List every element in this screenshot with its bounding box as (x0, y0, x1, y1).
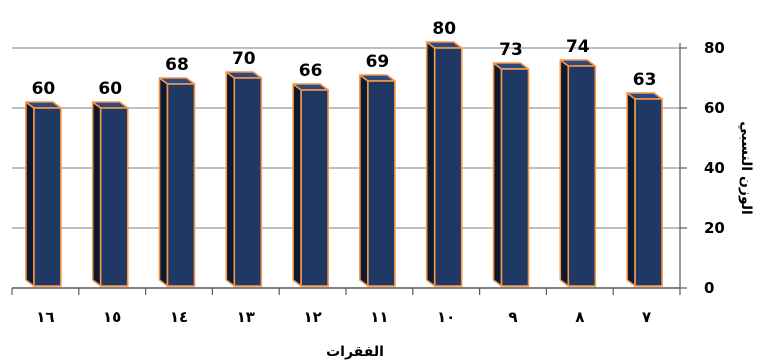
x-tick-label: ٧ (642, 308, 651, 326)
bar-side (359, 74, 369, 287)
bar-side (91, 101, 102, 287)
x-tick-label: ١٦ (36, 308, 54, 326)
label-layer: 60 ١٦ 60 ١٥ 68 ١٤ 70 ١٣ 66 ١٢ 69 ١١ 80 ١٠ 73 ٩ 74 ٨ 63 ٧ (32, 19, 657, 326)
x-tick-label: ١٣ (237, 308, 255, 326)
y-tick-label: 0 (704, 279, 714, 297)
bar (433, 47, 463, 287)
bar-side (25, 101, 35, 287)
x-tick-label: ١٤ (170, 308, 188, 326)
data-label: 73 (499, 40, 523, 60)
x-tick-label: ٩ (508, 308, 517, 326)
bar (634, 98, 663, 287)
bar (166, 83, 196, 287)
x-tick-label: ١٥ (103, 308, 121, 326)
bar-side (492, 62, 503, 287)
x-tick-label: ٨ (575, 308, 584, 326)
bar-layer (25, 41, 663, 287)
bar-side (425, 41, 436, 287)
bar (99, 107, 129, 287)
bar-side (225, 71, 236, 287)
x-axis-title: الفقرات (326, 344, 384, 360)
data-label: 68 (165, 55, 189, 75)
data-label: 60 (98, 79, 122, 99)
bar (367, 80, 396, 287)
bar-side (559, 59, 570, 287)
y-tick-label: 80 (704, 39, 725, 57)
data-label: 69 (366, 52, 390, 72)
x-tick-label: ١٠ (437, 308, 455, 326)
bar-side (626, 92, 636, 287)
y-axis-title: الوزن النسبي (738, 121, 754, 215)
y-tick-label: 60 (704, 99, 725, 117)
data-label: 70 (232, 49, 256, 69)
bar (567, 65, 597, 287)
data-label: 80 (432, 19, 456, 39)
x-tick-label: ١٢ (303, 308, 321, 326)
bar-side (292, 83, 302, 287)
axis-layer: 0 20 40 60 80 (11, 39, 725, 297)
data-label: 74 (566, 37, 590, 57)
x-tick-label: ١١ (370, 308, 388, 326)
bar-side (158, 77, 169, 287)
bar (33, 107, 62, 287)
data-label: 60 (32, 79, 56, 99)
y-tick-label: 20 (704, 219, 725, 237)
y-tick-label: 40 (704, 159, 725, 177)
bar (300, 89, 329, 287)
bar (500, 68, 530, 287)
data-label: 66 (299, 61, 323, 81)
data-label: 63 (633, 70, 657, 90)
bar (233, 77, 263, 287)
